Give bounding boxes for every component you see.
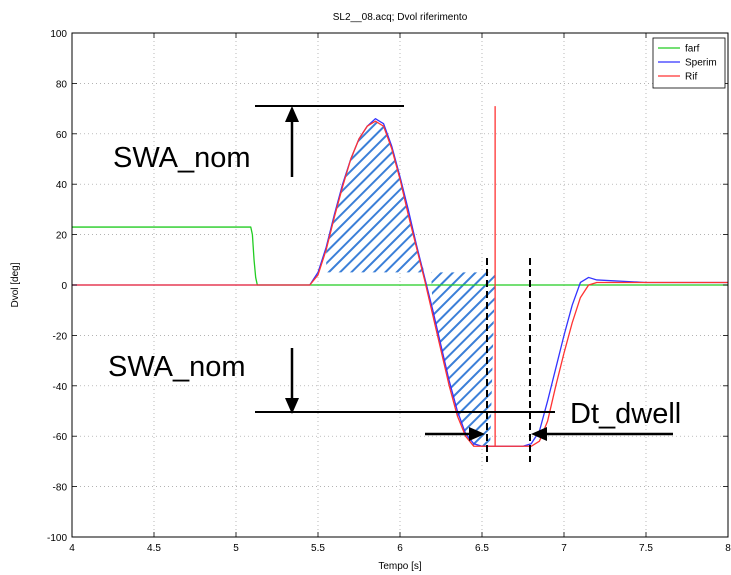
x-axis-label: Tempo [s]: [378, 561, 422, 572]
y-tick-label: 100: [50, 29, 67, 40]
y-tick-label: 80: [56, 79, 68, 90]
annotations: SWA_nom SWA_nom Dt_dwell: [108, 105, 681, 462]
swa-nom-top-label: SWA_nom: [113, 142, 251, 174]
y-tick-label: 60: [56, 130, 68, 141]
y-tick-label: 0: [61, 281, 67, 292]
y-tick-label: -40: [53, 382, 68, 393]
x-tick-label: 7: [561, 543, 567, 554]
dwell-right-arrowhead: [531, 427, 547, 441]
legend-label-rif: Rif: [685, 72, 697, 83]
dwell-left-arrowhead: [469, 427, 485, 441]
x-tick-label: 4.5: [147, 543, 161, 554]
y-tick-label: -60: [53, 432, 68, 443]
legend-box: [652, 37, 726, 89]
swa-nom-bottom-label: SWA_nom: [108, 351, 246, 383]
x-tick-label: 7.5: [639, 543, 653, 554]
y-axis-label: Dvol [deg]: [10, 262, 21, 307]
dt-dwell-label: Dt_dwell: [570, 398, 681, 430]
legend: farf Sperim Rif: [652, 37, 726, 89]
y-tick-label: 20: [56, 231, 68, 242]
hatched-areas: [326, 121, 496, 447]
hatched-area-negative: [431, 272, 496, 447]
x-tick-label: 5: [233, 543, 239, 554]
swa-bottom-arrowhead: [285, 398, 299, 414]
x-tick-label: 6.5: [475, 543, 489, 554]
y-tick-label: -100: [47, 533, 67, 544]
y-tick-label: 40: [56, 180, 68, 191]
y-tick-label: -20: [53, 331, 68, 342]
x-tick-label: 8: [725, 543, 731, 554]
x-tick-label: 5.5: [311, 543, 325, 554]
x-axis-ticks: 4 4.5 5 5.5 6 6.5 7 7.5 8: [69, 33, 731, 554]
y-tick-label: -80: [53, 483, 68, 494]
series-farf-line: [72, 226, 728, 286]
swa-top-arrowhead: [285, 106, 299, 122]
hatched-area-positive: [326, 121, 432, 273]
legend-label-sperim: Sperim: [685, 58, 717, 69]
x-tick-label: 4: [69, 543, 75, 554]
legend-label-farf: farf: [685, 44, 700, 55]
x-tick-label: 6: [397, 543, 403, 554]
series-rif-line: [72, 120, 728, 447]
chart-title: SL2__08.acq; Dvol riferimento: [333, 12, 468, 23]
y-axis-ticks: -100 -80 -60 -40 -20 0 20 40 60 80 100: [47, 29, 728, 544]
